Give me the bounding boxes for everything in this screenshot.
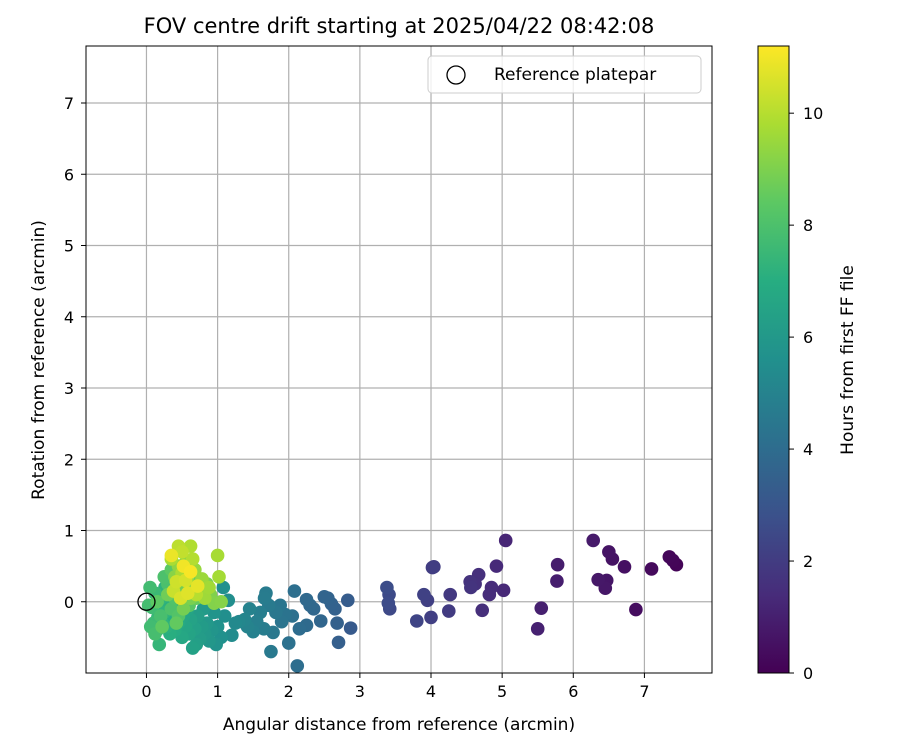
data-point <box>550 557 565 572</box>
data-point <box>290 659 305 673</box>
data-point <box>299 592 314 607</box>
x-tick-label: 4 <box>426 682 436 701</box>
data-point <box>617 560 632 574</box>
y-tick-label: 3 <box>64 379 74 398</box>
data-point <box>214 594 228 609</box>
data-point <box>381 596 396 610</box>
data-point <box>380 580 394 595</box>
data-point <box>498 533 513 548</box>
data-point <box>424 610 438 625</box>
data-point <box>175 545 189 559</box>
colorbar-ticks: 0 2 4 6 8 10 <box>789 104 823 683</box>
data-point <box>489 559 504 573</box>
y-tick-label: 4 <box>64 308 74 327</box>
data-point <box>629 602 643 617</box>
legend: Reference platepar <box>427 55 702 94</box>
x-tick-label: 1 <box>213 682 223 701</box>
chart-title: FOV centre drift starting at 2025/04/22 … <box>144 14 655 38</box>
data-point <box>425 560 440 575</box>
data-point <box>164 548 179 563</box>
data-point <box>340 593 355 608</box>
colorbar-tick-label: 8 <box>803 216 813 235</box>
colorbar-tick-label: 2 <box>803 552 813 571</box>
data-point <box>409 614 424 628</box>
grid-lines <box>86 46 712 673</box>
reference-platepar-marker <box>137 592 156 611</box>
legend-marker <box>446 65 466 85</box>
y-axis-ticks: 0 1 2 3 4 5 6 7 <box>64 94 86 612</box>
x-tick-label: 0 <box>141 682 151 701</box>
x-tick-label: 5 <box>497 682 507 701</box>
data-point <box>202 580 216 595</box>
colorbar-tick-label: 4 <box>803 440 813 459</box>
y-tick-label: 2 <box>64 450 74 469</box>
data-point <box>183 565 198 579</box>
y-tick-label: 0 <box>64 593 74 612</box>
x-axis-label: Angular distance from reference (arcmin) <box>223 715 575 735</box>
legend-box <box>427 55 702 94</box>
data-point <box>185 641 200 655</box>
data-point <box>155 619 169 634</box>
legend-label: Reference platepar <box>494 65 656 85</box>
y-axis-label: Rotation from reference (arcmin) <box>29 220 49 500</box>
data-point <box>662 550 677 564</box>
x-tick-label: 2 <box>284 682 294 701</box>
data-point <box>176 602 191 616</box>
data-point <box>153 609 168 623</box>
data-point <box>534 601 549 615</box>
data-point <box>190 579 205 593</box>
data-point <box>169 616 184 630</box>
data-point <box>242 602 257 616</box>
data-point <box>287 584 302 598</box>
colorbar-tick-label: 6 <box>803 328 813 347</box>
data-point <box>225 628 239 643</box>
data-point <box>644 562 659 576</box>
data-point <box>530 622 545 636</box>
colorbar <box>757 45 790 674</box>
data-point <box>550 574 564 588</box>
data-point <box>143 580 157 595</box>
data-point <box>185 552 200 566</box>
data-point <box>281 636 296 650</box>
data-point <box>228 616 243 630</box>
y-tick-label: 6 <box>64 165 74 184</box>
data-point <box>475 603 490 618</box>
data-point <box>317 589 332 604</box>
colorbar-tick-label: 10 <box>803 104 823 123</box>
data-point <box>210 548 225 563</box>
data-point <box>264 644 278 659</box>
x-tick-label: 7 <box>639 682 649 701</box>
data-point <box>443 587 458 602</box>
data-point <box>180 586 195 600</box>
plot-frame <box>85 45 713 674</box>
data-point <box>417 587 431 602</box>
data-point <box>217 609 232 623</box>
data-point <box>441 604 456 618</box>
y-tick-label: 5 <box>64 237 74 256</box>
data-point <box>212 570 226 584</box>
y-tick-label: 7 <box>64 94 74 113</box>
y-tick-label: 1 <box>64 522 74 541</box>
data-point <box>292 622 307 636</box>
data-point <box>602 545 616 559</box>
data-point <box>482 587 497 602</box>
x-tick-label: 3 <box>355 682 365 701</box>
data-point <box>496 583 511 598</box>
data-point <box>216 580 231 595</box>
data-point <box>343 621 358 635</box>
x-axis-ticks: 0 1 2 3 4 5 6 7 <box>141 673 650 701</box>
data-point <box>331 635 346 650</box>
data-point <box>586 533 601 548</box>
data-point <box>257 591 272 605</box>
data-point <box>591 572 605 587</box>
data-point <box>464 580 478 595</box>
data-point <box>152 637 167 652</box>
data-point <box>330 616 344 630</box>
data-point <box>313 614 328 628</box>
x-tick-label: 6 <box>568 682 578 701</box>
colorbar-tick-label: 0 <box>803 664 813 683</box>
colorbar-label: Hours from first FF file <box>838 265 858 455</box>
data-points <box>141 533 684 673</box>
